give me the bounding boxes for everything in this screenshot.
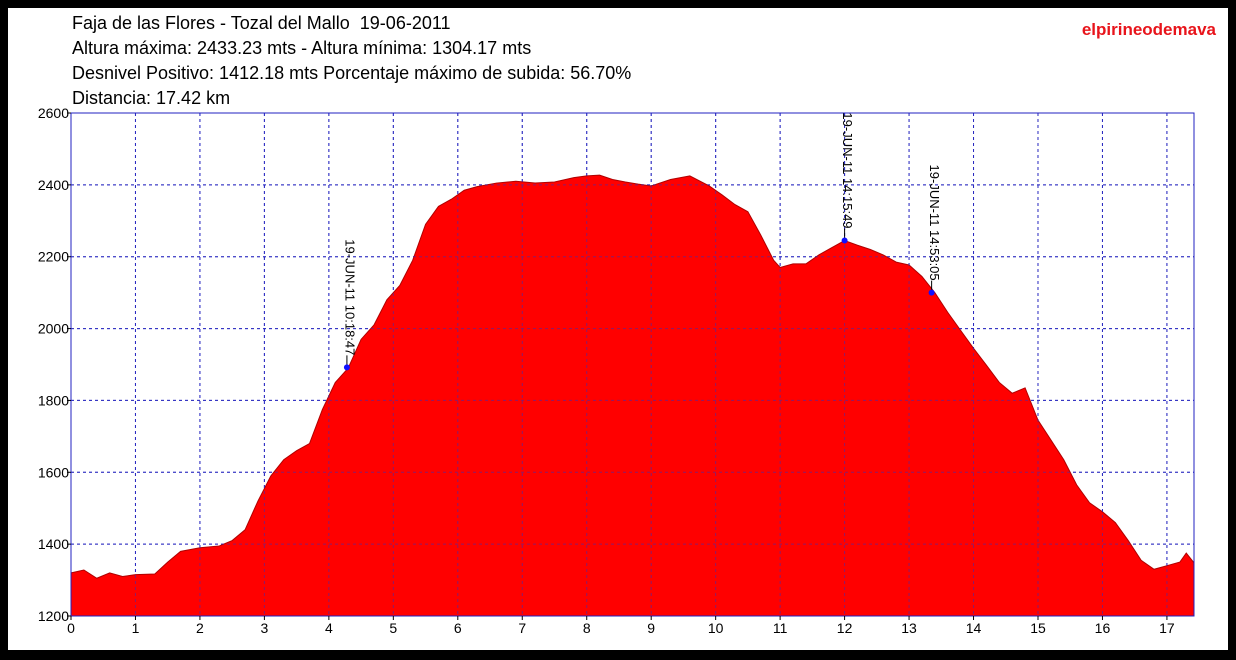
x-tick-label: 17	[1159, 620, 1175, 636]
y-tick-label: 2000	[38, 321, 69, 337]
y-tick-label: 1400	[38, 536, 69, 552]
x-tick-label: 14	[966, 620, 982, 636]
watermark: elpirineodemava	[1082, 20, 1217, 39]
x-tick-label: 15	[1030, 620, 1046, 636]
x-tick-label: 1	[132, 620, 140, 636]
plot-border	[70, 112, 1195, 617]
annotation-marker	[343, 364, 350, 371]
y-tick-label: 1800	[38, 392, 69, 408]
x-tick-label: 7	[518, 620, 526, 636]
elevation-area	[70, 174, 1195, 617]
x-tick-label: 3	[260, 620, 268, 636]
y-tick-label: 2600	[38, 105, 69, 121]
x-tick-label: 16	[1095, 620, 1111, 636]
y-tick-label: 1200	[38, 608, 69, 624]
x-tick-label: 5	[389, 620, 397, 636]
x-tick-label: 0	[67, 620, 75, 636]
y-tick-label: 2200	[38, 249, 69, 265]
annotation-label: 19-JUN-11 10:18:47	[342, 239, 357, 355]
x-tick-label: 8	[583, 620, 591, 636]
x-tick-label: 4	[325, 620, 333, 636]
header-line: Distancia: 17.42 km	[72, 88, 230, 108]
annotation-label: 19-JUN-11 14:53:05	[927, 165, 942, 281]
y-tick-label: 2400	[38, 177, 69, 193]
x-tick-label: 2	[196, 620, 204, 636]
annotation-marker	[928, 289, 935, 296]
annotation-label: 19-JUN-11 14:15:49	[840, 112, 855, 228]
x-tick-label: 6	[454, 620, 462, 636]
header-line: Desnivel Positivo: 1412.18 mts Porcentaj…	[72, 63, 631, 83]
x-tick-label: 9	[647, 620, 655, 636]
x-tick-label: 10	[708, 620, 724, 636]
y-tick-label: 1600	[38, 464, 69, 480]
x-tick-label: 11	[773, 620, 788, 636]
x-tick-label: 13	[901, 620, 917, 636]
header-line: Faja de las Flores - Tozal del Mallo 19-…	[72, 13, 451, 33]
annotation-marker	[841, 237, 848, 244]
header-line: Altura máxima: 2433.23 mts - Altura míni…	[72, 38, 531, 58]
x-tick-label: 12	[837, 620, 853, 636]
